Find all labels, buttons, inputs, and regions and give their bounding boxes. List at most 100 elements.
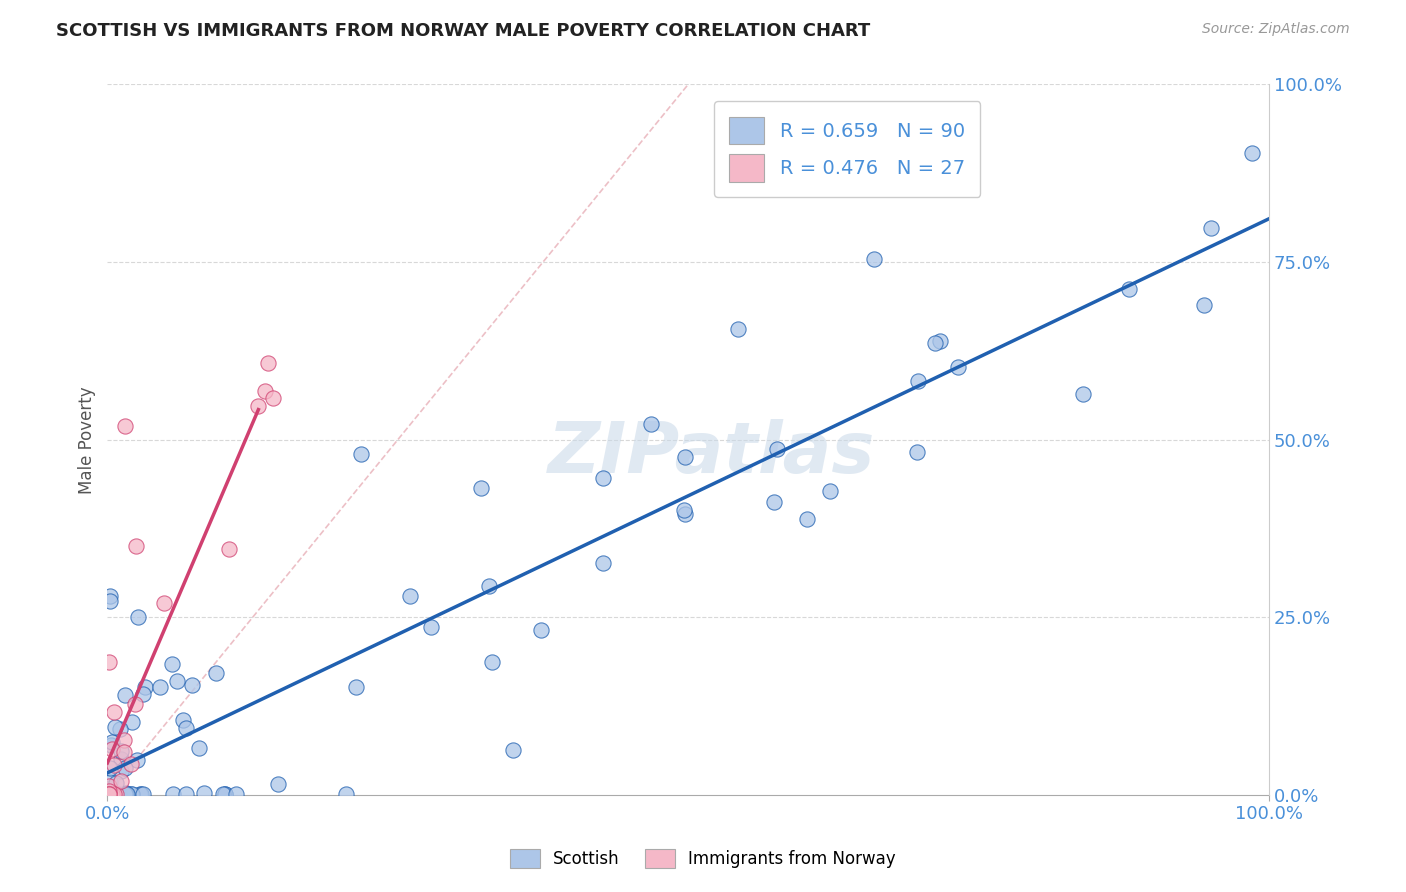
Point [108, 722, 131, 736]
Point [1071, 387, 1094, 401]
Point [114, 760, 136, 774]
Point [98, 589, 121, 603]
Point [98, 761, 121, 775]
Point [127, 610, 149, 624]
Point [110, 752, 132, 766]
Point [108, 788, 131, 802]
Point [98, 781, 121, 796]
Point [796, 512, 818, 526]
Point [481, 655, 503, 669]
Point [766, 442, 789, 457]
Point [98, 594, 121, 608]
Point [1118, 283, 1140, 297]
Point [120, 788, 142, 802]
Point [1241, 146, 1264, 161]
Point [174, 788, 197, 802]
Text: Source: ZipAtlas.com: Source: ZipAtlas.com [1202, 22, 1350, 37]
Point [214, 788, 236, 802]
Point [350, 448, 373, 462]
Point [818, 484, 841, 499]
Y-axis label: Male Poverty: Male Poverty [79, 386, 96, 493]
Point [103, 720, 125, 734]
Point [98, 788, 121, 802]
Point [120, 757, 142, 772]
Point [110, 774, 132, 789]
Point [176, 721, 198, 735]
Point [172, 713, 194, 727]
Point [112, 745, 135, 759]
Point [640, 417, 662, 432]
Point [162, 788, 184, 802]
Point [132, 687, 155, 701]
Point [97, 788, 120, 802]
Point [103, 705, 125, 719]
Point [246, 399, 269, 413]
Point [180, 678, 202, 692]
Point [110, 743, 132, 757]
Point [97, 788, 120, 802]
Point [592, 471, 614, 485]
Point [530, 623, 553, 637]
Point [101, 734, 124, 748]
Point [214, 788, 236, 802]
Point [121, 788, 143, 802]
Point [262, 392, 284, 406]
Point [114, 418, 136, 433]
Point [124, 698, 146, 712]
Point [98, 788, 121, 802]
Point [478, 579, 501, 593]
Legend: Scottish, Immigrants from Norway: Scottish, Immigrants from Norway [503, 842, 903, 875]
Point [187, 741, 209, 756]
Point [100, 788, 122, 802]
Point [105, 776, 128, 790]
Point [344, 680, 367, 694]
Point [257, 356, 280, 370]
Point [470, 481, 492, 495]
Point [104, 788, 127, 802]
Point [420, 620, 443, 634]
Point [673, 507, 696, 521]
Point [166, 674, 188, 689]
Text: SCOTTISH VS IMMIGRANTS FROM NORWAY MALE POVERTY CORRELATION CHART: SCOTTISH VS IMMIGRANTS FROM NORWAY MALE … [56, 22, 870, 40]
Legend: R = 0.659   N = 90, R = 0.476   N = 27: R = 0.659 N = 90, R = 0.476 N = 27 [714, 102, 980, 197]
Point [97, 655, 120, 669]
Point [104, 788, 127, 802]
Point [218, 541, 240, 556]
Point [267, 777, 290, 791]
Point [929, 334, 952, 349]
Point [727, 322, 749, 336]
Point [592, 557, 614, 571]
Point [1199, 221, 1222, 235]
Point [128, 788, 150, 802]
Point [149, 680, 172, 694]
Text: ZIPatlas: ZIPatlas [548, 419, 875, 489]
Point [672, 503, 695, 517]
Point [132, 788, 155, 802]
Point [112, 732, 135, 747]
Point [117, 788, 139, 802]
Point [134, 680, 156, 694]
Point [335, 788, 357, 802]
Point [100, 785, 122, 799]
Point [225, 788, 247, 802]
Point [114, 688, 136, 702]
Point [762, 495, 785, 509]
Point [125, 753, 148, 767]
Point [97, 784, 120, 798]
Point [98, 788, 121, 802]
Point [114, 786, 136, 800]
Point [110, 764, 132, 779]
Point [121, 714, 143, 729]
Point [253, 384, 276, 398]
Point [115, 788, 138, 802]
Point [907, 374, 929, 388]
Point [97, 788, 120, 802]
Point [103, 788, 125, 802]
Point [502, 743, 524, 757]
Point [103, 758, 125, 772]
Point [100, 738, 122, 752]
Point [100, 788, 122, 802]
Point [101, 788, 124, 802]
Point [100, 742, 122, 756]
Point [905, 445, 928, 459]
